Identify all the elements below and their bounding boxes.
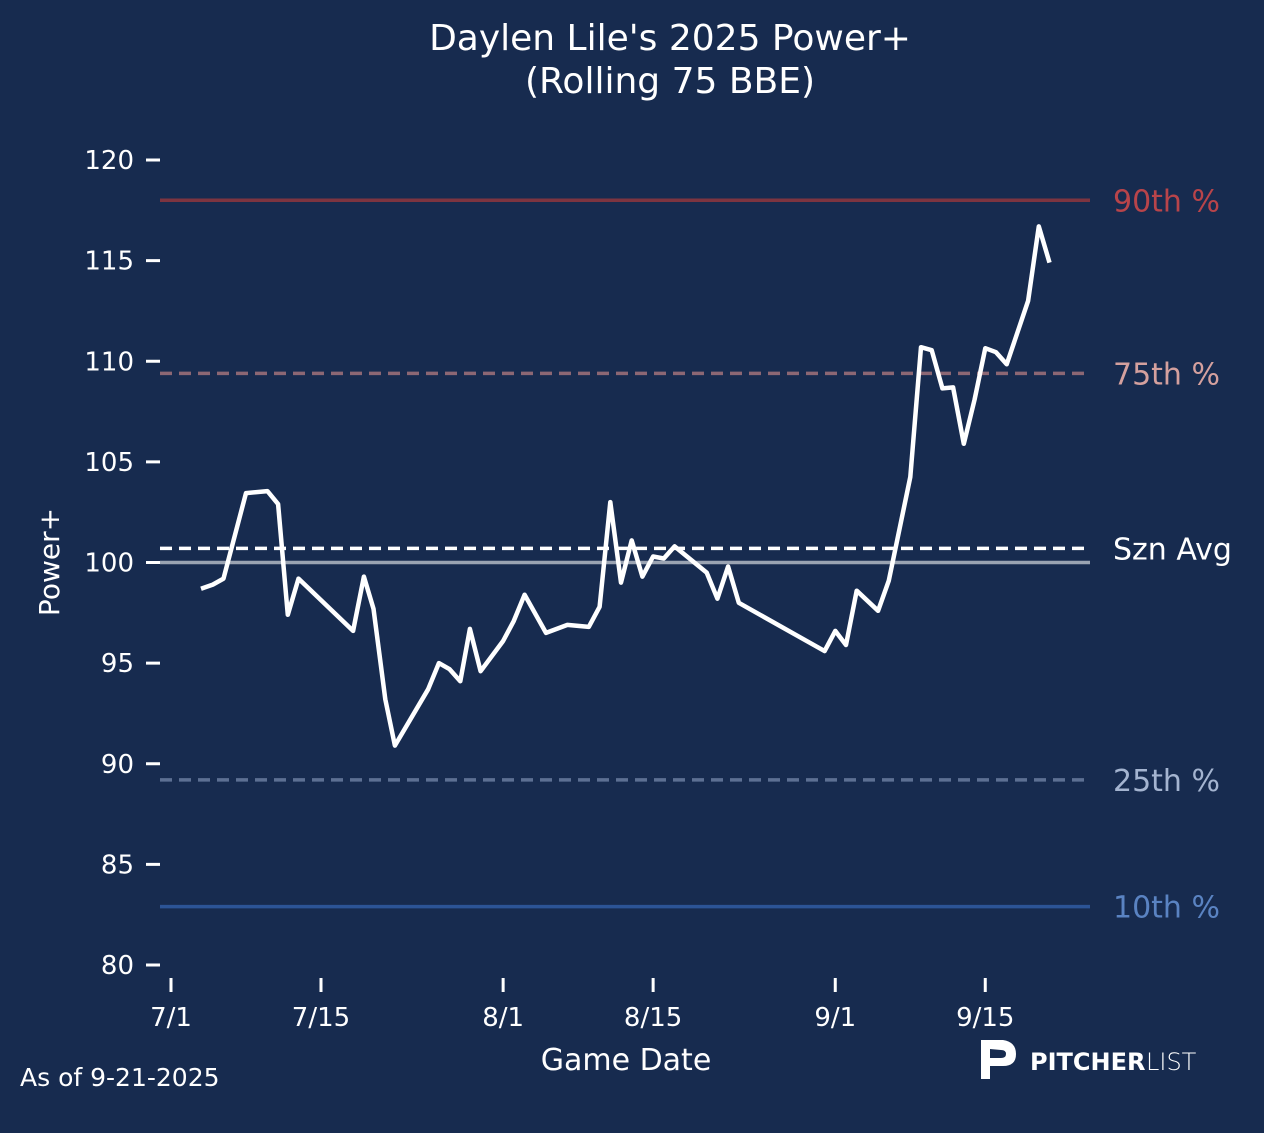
power-plus-series-line [200, 224, 1052, 748]
chart-title-line2: (Rolling 75 BBE) [525, 61, 815, 102]
reference-line-label: 90th % [1113, 184, 1220, 219]
y-tick-label: 85 [101, 850, 134, 880]
chart-title-line1: Daylen Lile's 2025 Power+ [429, 18, 911, 59]
reference-line-label: 10th % [1113, 891, 1220, 926]
logo-text-light: LIST [1146, 1048, 1197, 1076]
logo-text-bold: PITCHER [1030, 1048, 1145, 1076]
y-tick-label: 110 [84, 347, 134, 377]
x-tick-label: 8/1 [482, 1003, 524, 1033]
y-tick-label: 95 [101, 649, 134, 679]
x-tick-label: 7/15 [292, 1003, 350, 1033]
x-tick-label: 8/15 [624, 1003, 682, 1033]
reference-line-label: Szn Avg [1113, 532, 1232, 567]
y-tick-label: 120 [84, 146, 134, 176]
as-of-date: As of 9-21-2025 [20, 1063, 220, 1092]
y-tick-label: 100 [84, 549, 134, 579]
reference-line-label: 75th % [1113, 357, 1220, 392]
y-tick-label: 115 [84, 247, 134, 277]
pitcherlist-p-icon [981, 1040, 1016, 1079]
reference-line-label: 25th % [1113, 764, 1220, 799]
x-tick-label: 9/15 [956, 1003, 1014, 1033]
x-axis-label: Game Date [541, 1043, 712, 1078]
x-tick-label: 7/1 [150, 1003, 192, 1033]
pitcherlist-logo: PITCHER LIST [981, 1040, 1197, 1079]
y-tick-label: 80 [101, 951, 134, 981]
y-tick-label: 90 [101, 750, 134, 780]
y-tick-label: 105 [84, 448, 134, 478]
y-axis-label: Power+ [33, 508, 66, 616]
x-tick-label: 9/1 [814, 1003, 856, 1033]
